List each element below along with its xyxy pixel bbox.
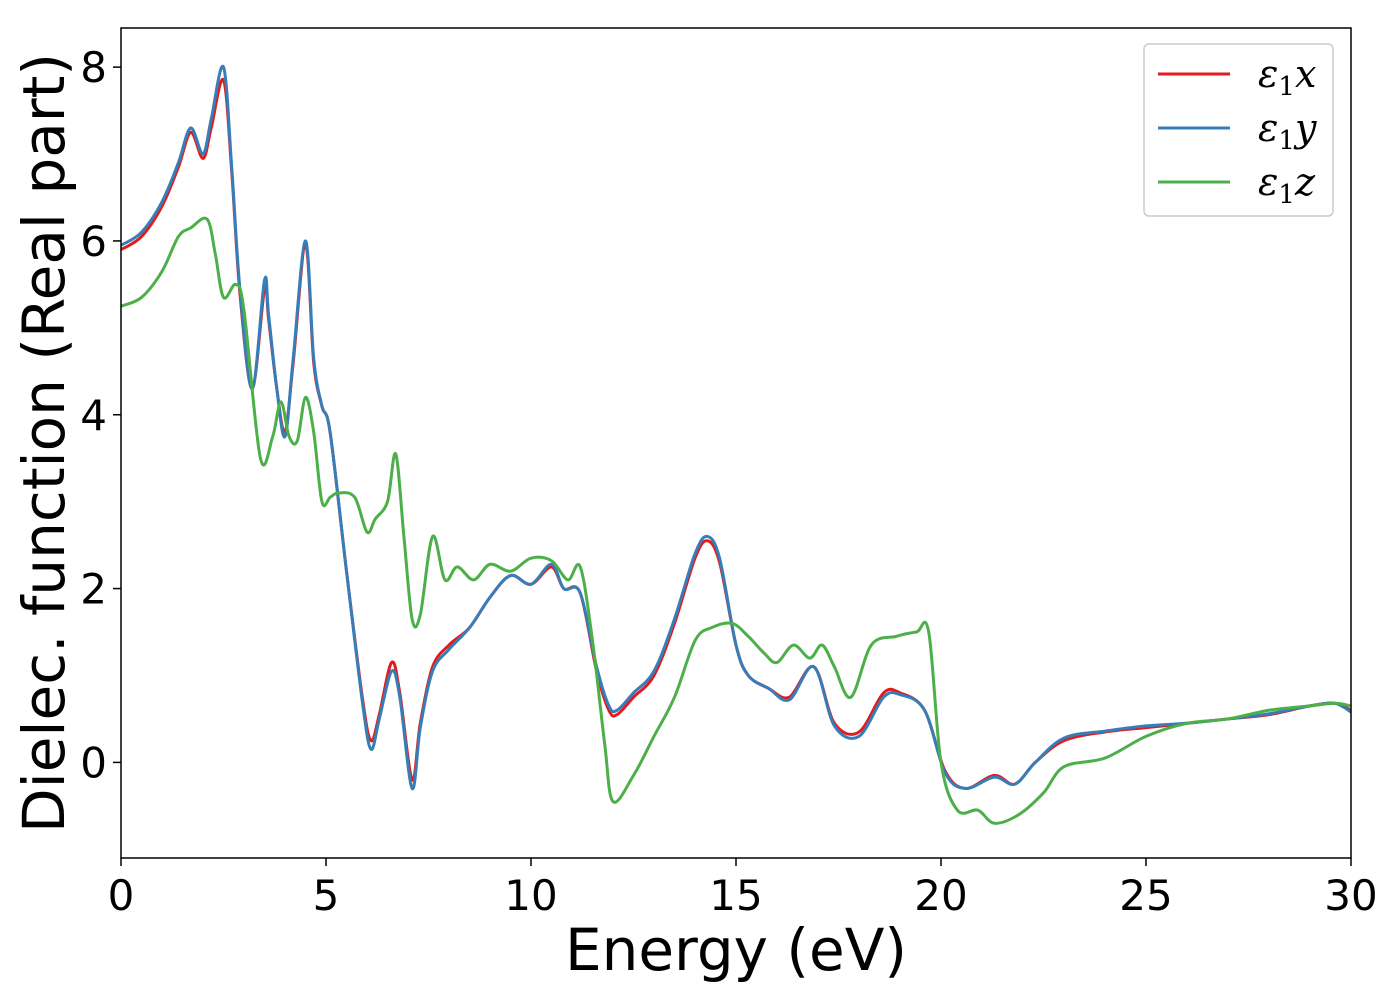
- legend-label: ε1y: [1258, 106, 1317, 156]
- legend-item-z: ε1z: [1158, 160, 1316, 210]
- legend-item-x: ε1x: [1158, 52, 1316, 102]
- series-line-z: [121, 216, 1351, 825]
- y-axis-label: Dielec. function (Real part): [10, 53, 78, 833]
- legend-item-y: ε1y: [1158, 106, 1317, 156]
- x-tick-label: 0: [108, 871, 135, 920]
- y-tick-label: 8: [80, 43, 107, 92]
- x-axis-label: Energy (eV): [565, 916, 907, 984]
- x-tick-label: 10: [504, 871, 557, 920]
- legend-label: ε1x: [1258, 52, 1316, 102]
- x-axis-ticks: 0 5 10 15 20 25 30: [108, 858, 1378, 920]
- y-tick-label: 6: [80, 217, 107, 266]
- x-tick-label: 25: [1119, 871, 1172, 920]
- x-tick-label: 20: [914, 871, 967, 920]
- x-tick-label: 30: [1324, 871, 1377, 920]
- x-tick-label: 5: [313, 871, 340, 920]
- series-layer: [121, 64, 1351, 825]
- series-line-y: [121, 64, 1351, 790]
- y-tick-label: 2: [80, 565, 107, 614]
- legend-box: [1143, 43, 1334, 217]
- x-tick-label: 15: [709, 871, 762, 920]
- legend-label: ε1z: [1258, 160, 1316, 210]
- y-axis-ticks: 0 2 4 6 8: [80, 43, 121, 787]
- y-tick-label: 0: [80, 738, 107, 787]
- y-tick-label: 4: [80, 391, 107, 440]
